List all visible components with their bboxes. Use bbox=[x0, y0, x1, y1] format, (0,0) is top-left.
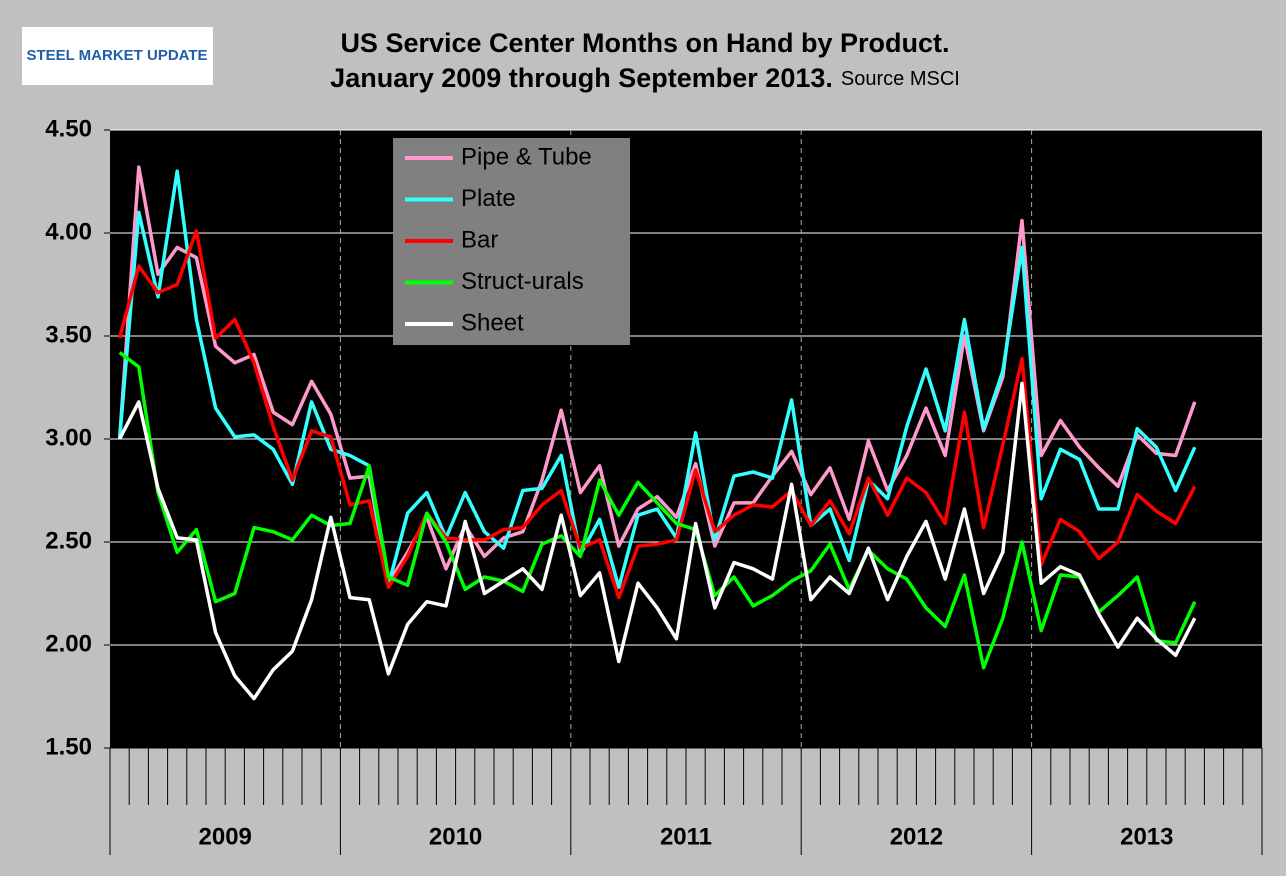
series-line bbox=[118, 381, 1197, 701]
year-label: 2012 bbox=[890, 823, 943, 850]
y-tick-label: 4.00 bbox=[45, 218, 92, 245]
y-tick-label: 3.00 bbox=[45, 424, 92, 451]
legend-label: Plate bbox=[461, 185, 516, 212]
series-line bbox=[117, 165, 1197, 585]
legend-label: Struct-urals bbox=[461, 268, 584, 295]
year-label: 2010 bbox=[429, 823, 482, 850]
chart-title: US Service Center Months on Hand by Prod… bbox=[340, 28, 949, 58]
year-label: 2009 bbox=[199, 823, 252, 850]
year-label: 2011 bbox=[660, 823, 712, 850]
legend-label: Pipe & Tube bbox=[461, 143, 592, 170]
legend-label: Bar bbox=[461, 226, 498, 253]
legend-label: Sheet bbox=[461, 309, 524, 336]
year-label: 2013 bbox=[1120, 823, 1173, 850]
chart-source: Source MSCI bbox=[841, 68, 960, 90]
series-line bbox=[117, 229, 1197, 600]
y-tick-label: 2.00 bbox=[45, 630, 92, 657]
y-tick-label: 4.50 bbox=[45, 115, 92, 142]
y-tick-label: 2.50 bbox=[45, 527, 92, 554]
y-tick-label: 1.50 bbox=[45, 733, 92, 760]
logo-box bbox=[22, 27, 213, 85]
subtitle-line: January 2009 through September 2013. Sour… bbox=[330, 63, 960, 93]
logo: STEEL MARKET UPDATE bbox=[26, 47, 207, 64]
chart-subtitle: January 2009 through September 2013. bbox=[330, 63, 833, 93]
y-tick-label: 3.50 bbox=[45, 321, 92, 348]
series-line bbox=[118, 351, 1197, 670]
series-line bbox=[117, 169, 1197, 590]
